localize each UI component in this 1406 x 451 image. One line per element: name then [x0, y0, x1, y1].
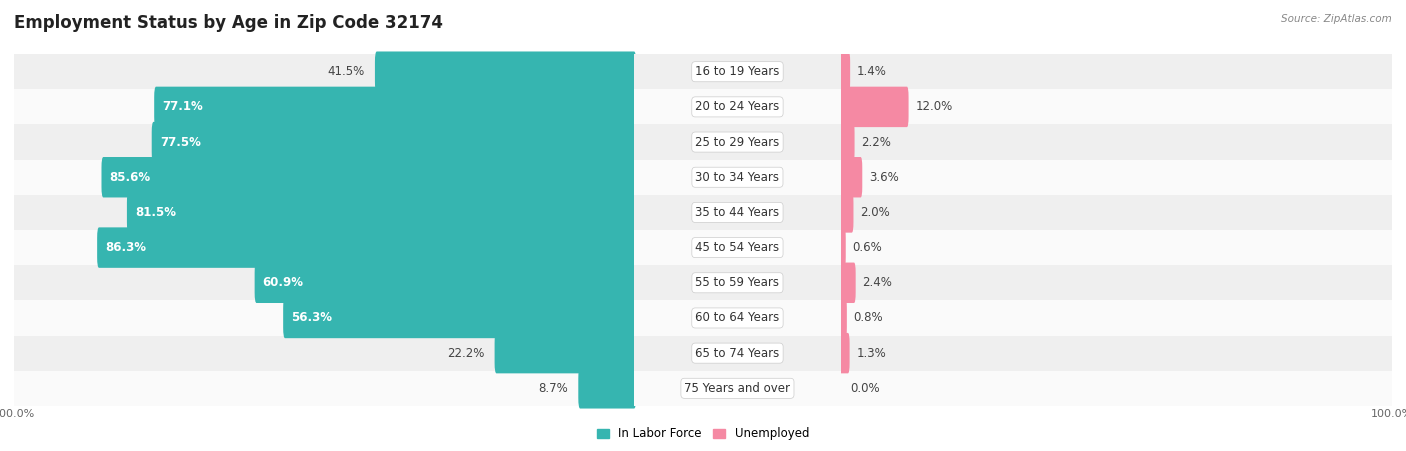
Bar [0, 336, 1406, 371]
Text: 3.6%: 3.6% [869, 171, 898, 184]
FancyBboxPatch shape [839, 298, 846, 338]
Bar [0, 230, 1406, 265]
Text: Employment Status by Age in Zip Code 32174: Employment Status by Age in Zip Code 321… [14, 14, 443, 32]
Bar [0, 160, 1406, 195]
Text: 60.9%: 60.9% [263, 276, 304, 289]
Bar [0, 371, 1406, 406]
Bar [0, 371, 1406, 406]
Text: 20 to 24 Years: 20 to 24 Years [696, 101, 779, 113]
Bar [0, 160, 1406, 195]
FancyBboxPatch shape [155, 87, 636, 127]
Text: 0.8%: 0.8% [853, 312, 883, 324]
Text: 75 Years and over: 75 Years and over [685, 382, 790, 395]
Text: 0.6%: 0.6% [852, 241, 882, 254]
Bar [0, 160, 1406, 195]
Bar [0, 300, 1406, 336]
Text: 1.4%: 1.4% [856, 65, 887, 78]
Text: 65 to 74 Years: 65 to 74 Years [696, 347, 779, 359]
Bar [0, 124, 1406, 160]
FancyBboxPatch shape [839, 51, 851, 92]
Text: 60 to 64 Years: 60 to 64 Years [696, 312, 779, 324]
Text: 25 to 29 Years: 25 to 29 Years [696, 136, 779, 148]
Text: 30 to 34 Years: 30 to 34 Years [696, 171, 779, 184]
Bar [0, 300, 1406, 336]
FancyBboxPatch shape [127, 192, 636, 233]
FancyBboxPatch shape [839, 262, 856, 303]
Text: 86.3%: 86.3% [105, 241, 146, 254]
Text: 22.2%: 22.2% [447, 347, 484, 359]
Bar [0, 371, 1406, 406]
Text: 2.0%: 2.0% [860, 206, 890, 219]
Text: 0.0%: 0.0% [851, 382, 880, 395]
Bar [0, 54, 1406, 89]
FancyBboxPatch shape [152, 122, 636, 162]
FancyBboxPatch shape [97, 227, 636, 268]
Text: 45 to 54 Years: 45 to 54 Years [696, 241, 779, 254]
Text: 56.3%: 56.3% [291, 312, 332, 324]
Text: 77.1%: 77.1% [162, 101, 202, 113]
Text: 35 to 44 Years: 35 to 44 Years [696, 206, 779, 219]
FancyBboxPatch shape [839, 333, 849, 373]
Bar [0, 124, 1406, 160]
FancyBboxPatch shape [283, 298, 636, 338]
FancyBboxPatch shape [578, 368, 636, 409]
Bar [0, 265, 1406, 300]
Text: 41.5%: 41.5% [328, 65, 364, 78]
Bar [0, 300, 1406, 336]
FancyBboxPatch shape [101, 157, 636, 198]
Text: 85.6%: 85.6% [110, 171, 150, 184]
Text: 55 to 59 Years: 55 to 59 Years [696, 276, 779, 289]
Bar [0, 195, 1406, 230]
FancyBboxPatch shape [839, 87, 908, 127]
FancyBboxPatch shape [839, 192, 853, 233]
Text: Source: ZipAtlas.com: Source: ZipAtlas.com [1281, 14, 1392, 23]
FancyBboxPatch shape [254, 262, 636, 303]
Text: 81.5%: 81.5% [135, 206, 176, 219]
Bar [0, 336, 1406, 371]
Bar [0, 230, 1406, 265]
FancyBboxPatch shape [839, 227, 846, 268]
FancyBboxPatch shape [375, 51, 636, 92]
Bar [0, 265, 1406, 300]
Bar [0, 230, 1406, 265]
Bar [0, 124, 1406, 160]
Legend: In Labor Force, Unemployed: In Labor Force, Unemployed [592, 423, 814, 445]
Bar [0, 89, 1406, 124]
Text: 12.0%: 12.0% [915, 101, 952, 113]
Bar [0, 195, 1406, 230]
FancyBboxPatch shape [839, 122, 855, 162]
Text: 16 to 19 Years: 16 to 19 Years [695, 65, 780, 78]
FancyBboxPatch shape [495, 333, 636, 373]
Text: 77.5%: 77.5% [160, 136, 201, 148]
Bar [0, 89, 1406, 124]
Text: 1.3%: 1.3% [856, 347, 886, 359]
Bar [0, 336, 1406, 371]
Bar [0, 265, 1406, 300]
Bar [0, 54, 1406, 89]
Text: 2.2%: 2.2% [862, 136, 891, 148]
Text: 2.4%: 2.4% [862, 276, 893, 289]
Bar [0, 89, 1406, 124]
Bar [0, 54, 1406, 89]
FancyBboxPatch shape [839, 157, 862, 198]
Bar [0, 195, 1406, 230]
Text: 8.7%: 8.7% [538, 382, 568, 395]
